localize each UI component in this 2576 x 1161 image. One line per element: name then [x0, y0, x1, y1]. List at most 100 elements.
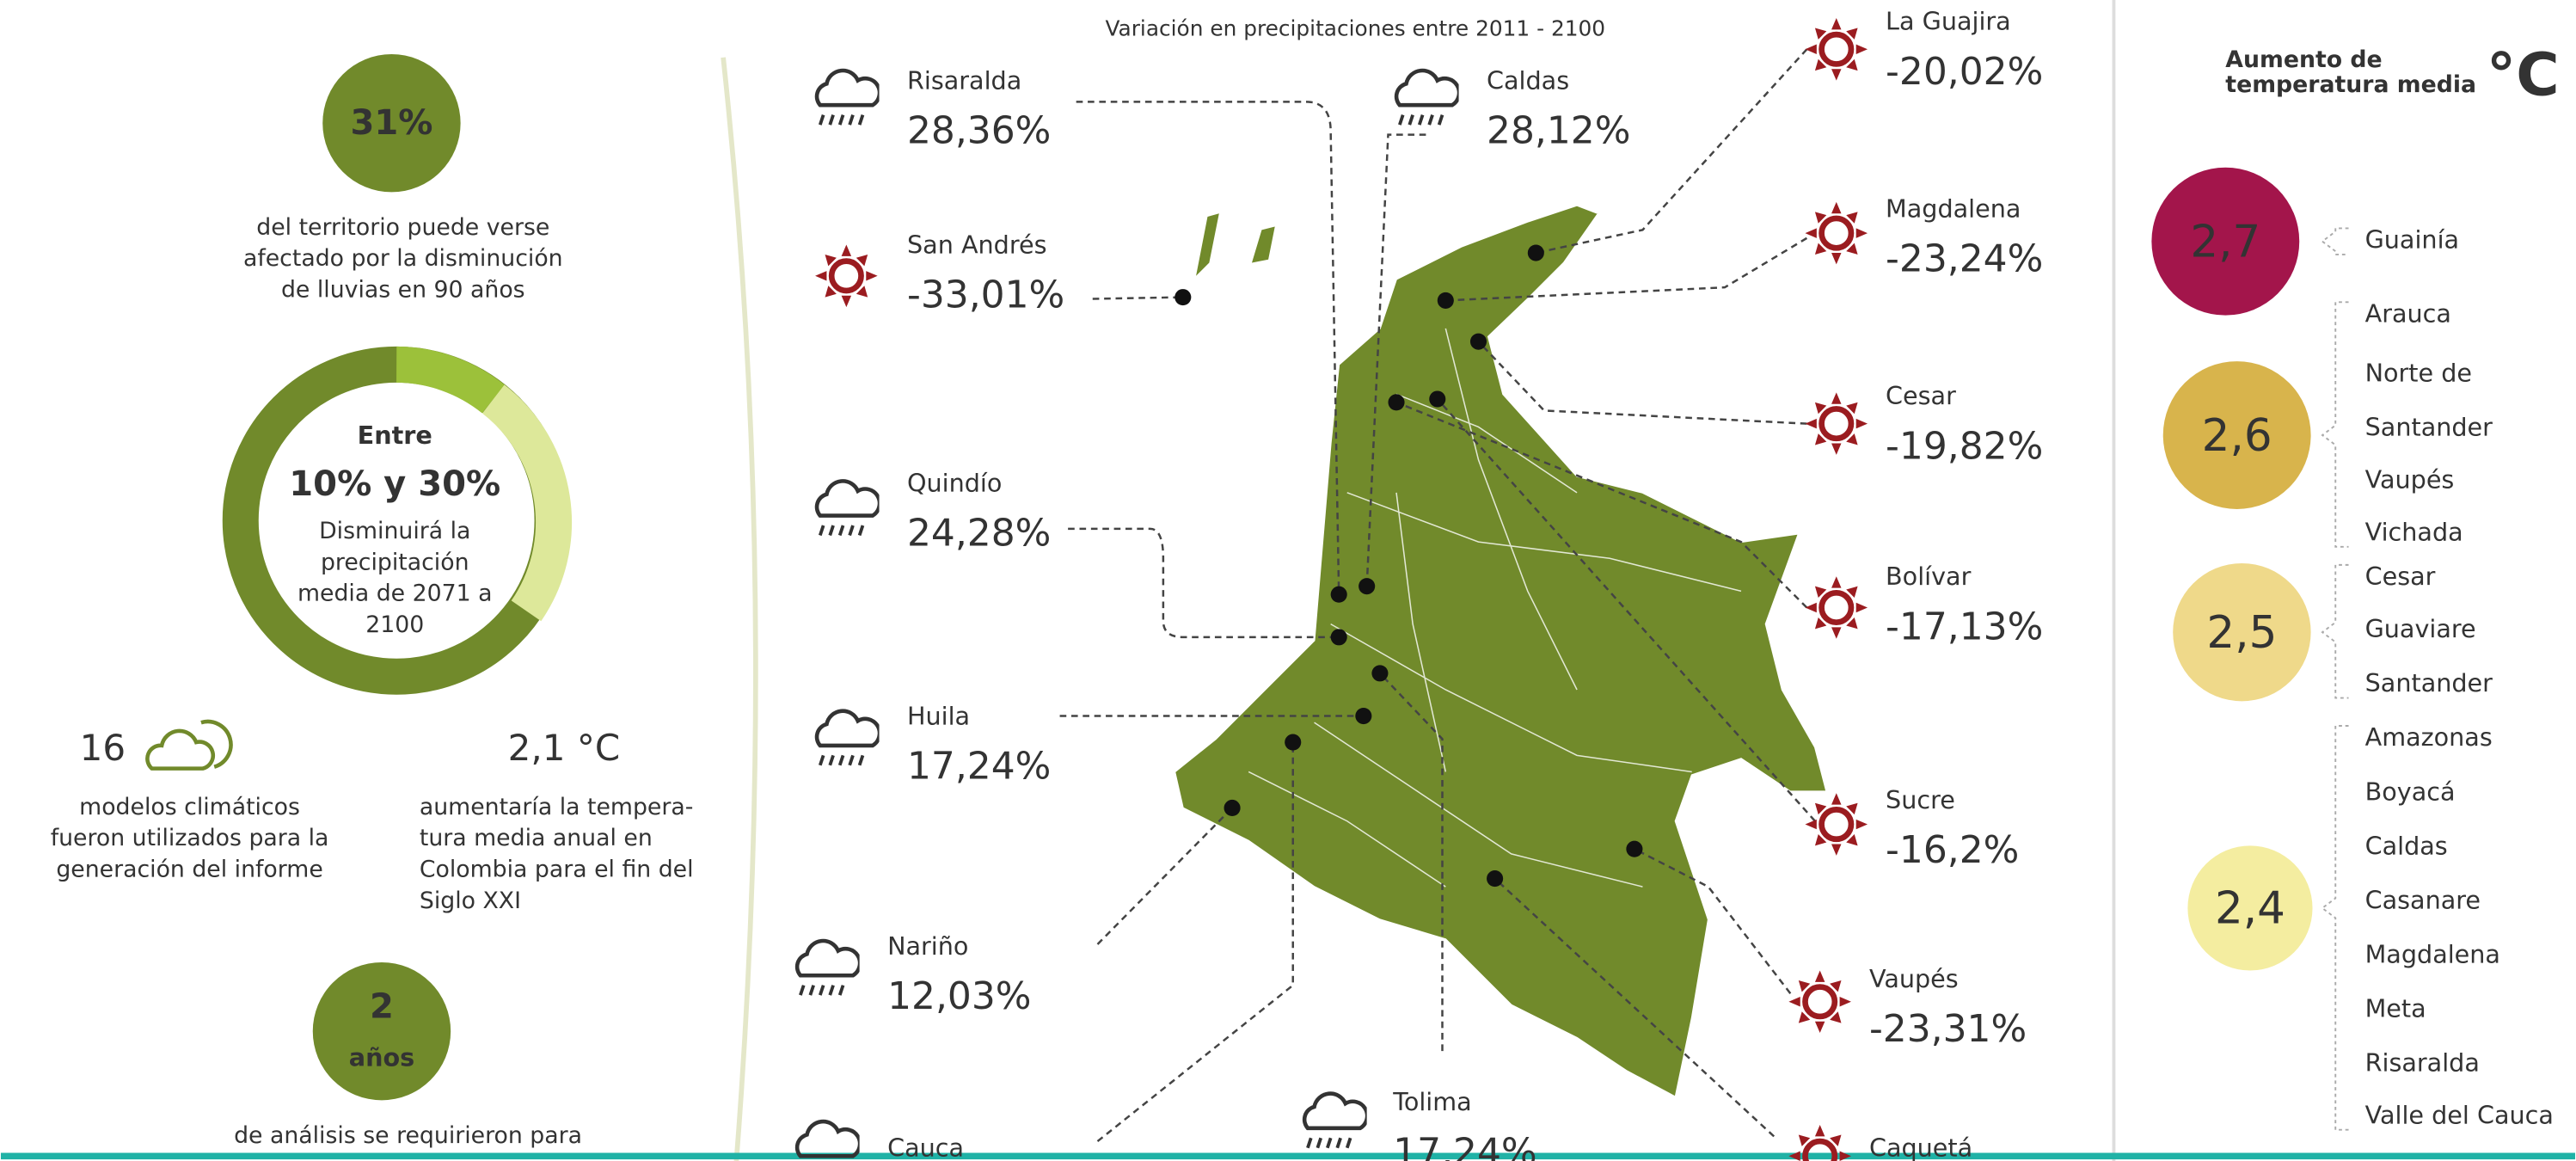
- temperature-value: 2,6: [2202, 410, 2272, 462]
- map-title: Variación en precipitaciones entre 2011 …: [1105, 15, 1605, 40]
- region-name: Cauca: [887, 1133, 964, 1161]
- department-name: Arauca: [2365, 299, 2451, 329]
- department-name: Amazonas: [2365, 722, 2493, 752]
- caption: de análisis se requirieron para: [234, 1122, 582, 1149]
- caption: aumentaría la tempera-: [420, 794, 693, 820]
- leader-line: [1445, 236, 1808, 302]
- temperature-value: 2,4: [2215, 883, 2285, 935]
- temperature-value: 2,5: [2206, 607, 2277, 659]
- region-name: Risaralda: [907, 65, 1021, 95]
- region-value: 17,24%: [1393, 1130, 1536, 1161]
- region-value: 17,24%: [907, 745, 1051, 789]
- region-dot: [1626, 840, 1643, 857]
- region-value: 12,03%: [887, 974, 1031, 1018]
- region-name: Bolívar: [1886, 562, 1972, 591]
- department-name: Norte de: [2365, 358, 2472, 387]
- leader-line: [1076, 101, 1340, 595]
- leader-line: [1536, 48, 1808, 255]
- rain-icon: [797, 1121, 860, 1161]
- leader-line: [1436, 398, 1816, 822]
- region-dot: [1359, 578, 1376, 595]
- region-dot: [1527, 244, 1544, 261]
- caption: fueron utilizados para la: [51, 825, 329, 851]
- region-dot: [1175, 289, 1192, 306]
- leader-line: [1365, 133, 1426, 587]
- region-value: 28,12%: [1487, 109, 1630, 153]
- donut-caption: Disminuirá la: [319, 518, 470, 544]
- caption: del territorio puede verse: [256, 214, 549, 241]
- department-name: Guaviare: [2365, 614, 2476, 643]
- divider: [721, 57, 758, 1161]
- leader-line: [1634, 848, 1792, 994]
- region-name: Nariño: [887, 931, 968, 961]
- region-value: -23,31%: [1869, 1007, 2027, 1051]
- donut-caption: 2100: [365, 611, 424, 638]
- rain-icon: [817, 711, 880, 765]
- badge-unit: años: [349, 1043, 414, 1072]
- leader-line: [1068, 527, 1340, 639]
- region-name: Tolima: [1392, 1087, 1471, 1116]
- department-name: Meta: [2365, 993, 2426, 1023]
- bracket: [2321, 725, 2349, 1131]
- department-name: Guainía: [2365, 225, 2459, 255]
- region-name: La Guajira: [1886, 7, 2011, 36]
- temperature-badge: [2151, 167, 2300, 316]
- caption: tura media anual en: [420, 825, 653, 851]
- caption: afectado por la disminución: [243, 245, 563, 272]
- region-name: San Andrés: [907, 230, 1047, 259]
- rain-icon: [1396, 71, 1459, 125]
- region-dot: [1224, 799, 1241, 817]
- rain-icon: [797, 941, 860, 995]
- region-name: Caldas: [1487, 65, 1569, 95]
- bracket: [2321, 301, 2349, 548]
- caption: Siglo XXI: [420, 888, 521, 914]
- region-dot: [1355, 707, 1372, 725]
- region-dot: [1487, 870, 1504, 888]
- region-dot: [1371, 665, 1389, 682]
- badge-figure: 31%: [350, 103, 432, 143]
- sun-icon: [1805, 793, 1868, 856]
- department-name: Vaupés: [2365, 464, 2455, 494]
- department-name: Cesar: [2365, 562, 2436, 591]
- caption: modelos climáticos: [79, 794, 300, 820]
- badge: [312, 961, 451, 1101]
- legend-title: temperatura media: [2225, 71, 2476, 98]
- temperature-figure: 2,1 °C: [508, 727, 620, 769]
- donut-lead: Entre: [358, 421, 432, 450]
- caption: de lluvias en 90 años: [281, 276, 525, 303]
- department-name: Magdalena: [2365, 939, 2500, 968]
- legend-title: Aumento de: [2225, 46, 2382, 73]
- models-figure: 16: [80, 727, 126, 769]
- region-value: 24,28%: [907, 511, 1051, 555]
- sun-icon: [1805, 18, 1868, 81]
- temperature-value: 2,7: [2190, 217, 2260, 268]
- department-name: Boyacá: [2365, 777, 2456, 806]
- temperature-badge: [2173, 562, 2311, 702]
- region-value: -33,01%: [907, 273, 1064, 317]
- region-name: Sucre: [1886, 785, 1955, 814]
- donut-caption: precipitación: [321, 549, 469, 575]
- region-value: -19,82%: [1886, 424, 2043, 468]
- map-of-colombia: [1174, 204, 1828, 1098]
- region-name: Cesar: [1886, 381, 1956, 410]
- region-value: -16,2%: [1886, 828, 2019, 872]
- region-dot: [1285, 734, 1302, 751]
- department-name: Santander: [2365, 668, 2493, 697]
- temperature-badge: [2162, 361, 2311, 509]
- department-name: Vichada: [2365, 518, 2463, 547]
- leader-line: [1092, 296, 1183, 300]
- donut-range: 10% y 30%: [289, 464, 500, 504]
- caption: Colombia para el fin del: [420, 857, 694, 883]
- donut-caption: media de 2071 a: [297, 580, 492, 607]
- temperature-badge: [2187, 845, 2313, 971]
- region-dot: [1330, 586, 1347, 603]
- rain-icon: [1304, 1094, 1367, 1148]
- leader-line: [1477, 341, 1807, 425]
- leader-line: [1096, 807, 1233, 945]
- rain-icon: [817, 481, 880, 535]
- region-dot: [1429, 390, 1446, 408]
- leader-line: [1493, 877, 1776, 1138]
- caption: generación del informe: [56, 857, 322, 883]
- badge: [322, 54, 461, 193]
